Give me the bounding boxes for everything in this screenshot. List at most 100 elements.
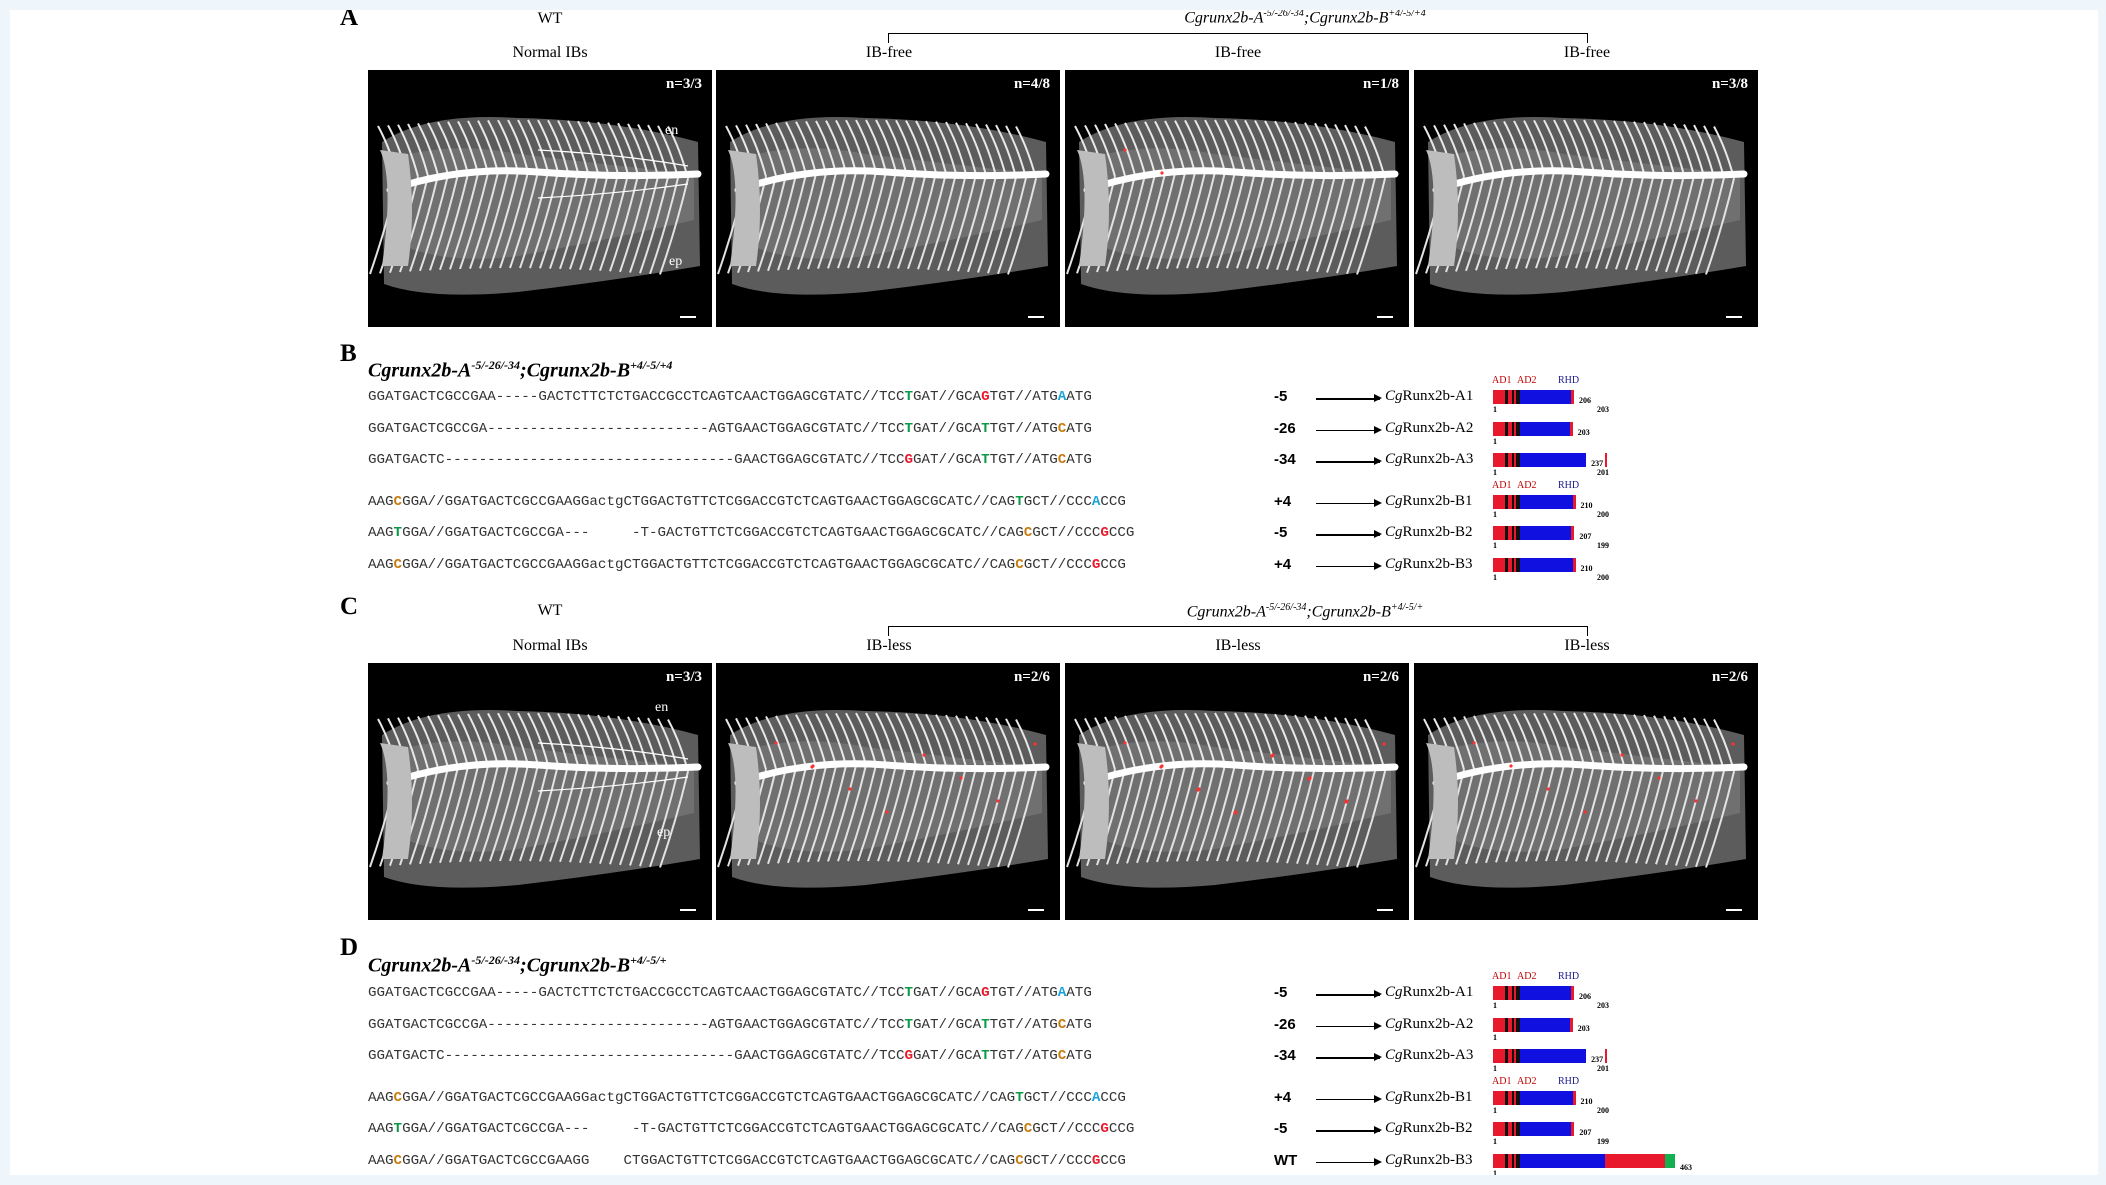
start-position: 1 xyxy=(1493,509,1497,519)
protein-length: 206 xyxy=(1578,992,1591,1001)
stop-position: 203 xyxy=(1597,1001,1609,1010)
start-position: 1 xyxy=(1493,1137,1497,1146)
protein-name: CgRunx2b-B1 xyxy=(1385,492,1473,509)
ct-image-c3: n=2/6 xyxy=(1065,663,1409,920)
arrow-icon xyxy=(1316,1095,1382,1102)
scale-bar xyxy=(1726,909,1742,911)
sequence-row: AAGCGGA//GGATGACTCGCCGAAGG CTGGACTGTTCTC… xyxy=(368,1152,1126,1169)
protein-length: 207 xyxy=(1579,532,1592,541)
count-c1: n=3/3 xyxy=(665,669,702,685)
count-c4: n=2/6 xyxy=(1711,669,1748,685)
count-a3: n=1/8 xyxy=(1362,76,1399,92)
sequence-row: GGATGACTCGCCGAA-----GACTCTTCTCTGACCGCCTC… xyxy=(368,985,1092,1001)
sequence-title-d: Cgrunx2b-A-5/-26/-34;Cgrunx2b-B+4/-5/+ xyxy=(368,953,667,977)
domain-label-rhd: RHD xyxy=(1558,479,1580,491)
start-position: 1 xyxy=(1493,1064,1497,1073)
scale-bar xyxy=(680,909,696,911)
domain-label-ad2: AD2 xyxy=(1517,375,1537,386)
column-label-c3: IB-less xyxy=(1215,637,1261,654)
indel-label: -26 xyxy=(1274,419,1296,437)
protein-name: CgRunx2b-A2 xyxy=(1385,1015,1474,1032)
start-position: 1 xyxy=(1493,468,1497,477)
indel-label: -5 xyxy=(1274,388,1288,405)
arrow-icon xyxy=(1316,991,1382,997)
start-position: 1 xyxy=(1493,1032,1497,1042)
protein-bar xyxy=(1493,1153,1675,1168)
label-ep-a: ep xyxy=(669,254,683,269)
protein-length: 210 xyxy=(1580,1096,1593,1106)
protein-length: 237 xyxy=(1591,1055,1604,1064)
sequence-row: GGATGACTCGCCGA--------------------------… xyxy=(368,1016,1092,1033)
protein-bar xyxy=(1493,1049,1607,1063)
count-c2: n=2/6 xyxy=(1013,669,1050,685)
label-ep-c: ep xyxy=(657,825,671,840)
ct-image-c2: n=2/6 xyxy=(716,663,1060,920)
arrow-icon xyxy=(1316,1022,1382,1029)
start-position: 1 xyxy=(1493,572,1497,582)
protein-bar xyxy=(1493,1017,1573,1032)
column-label-a4: IB-free xyxy=(1563,44,1611,61)
domain-label-ad1: AD1 xyxy=(1492,375,1512,386)
arrow-icon xyxy=(1316,1127,1382,1133)
stop-position: 199 xyxy=(1597,541,1609,550)
indel-label: -5 xyxy=(1274,524,1288,541)
ct-image-a3: n=1/8 xyxy=(1065,70,1409,327)
indel-label: +4 xyxy=(1274,1088,1292,1106)
start-position: 1 xyxy=(1493,1168,1497,1176)
sequence-row: AAGCGGA//GGATGACTCGCCGAAGGactgCTGGACTGTT… xyxy=(368,493,1126,510)
column-label-a1: Normal IBs xyxy=(512,44,588,61)
sequence-row: GGATGACTCGCCGAA-----GACTCTTCTCTGACCGCCTC… xyxy=(368,389,1092,405)
figure: A WT Cgrunx2b-A-5/-26/-34;Cgrunx2b-B+4/-… xyxy=(10,10,2098,1175)
protein-length: 207 xyxy=(1579,1128,1592,1137)
domain-label-rhd: RHD xyxy=(1558,375,1580,386)
stop-position: 200 xyxy=(1597,572,1609,582)
count-a1: n=3/3 xyxy=(665,76,702,92)
protein-bar xyxy=(1493,1090,1576,1105)
arrow-icon xyxy=(1316,562,1382,569)
indel-label: +4 xyxy=(1274,492,1292,510)
scale-bar xyxy=(1726,316,1742,318)
domain-label-ad1: AD1 xyxy=(1492,1075,1512,1087)
domain-label-ad2: AD2 xyxy=(1517,971,1537,982)
genotype-bracket-c xyxy=(888,626,1588,636)
indel-label: -34 xyxy=(1274,1047,1296,1064)
sequence-title-b: Cgrunx2b-A-5/-26/-34;Cgrunx2b-B+4/-5/+4 xyxy=(368,358,673,382)
start-position: 1 xyxy=(1493,541,1497,550)
column-label-a2: IB-free xyxy=(865,44,913,61)
arrow-icon xyxy=(1316,426,1382,433)
label-en-c: en xyxy=(655,700,669,715)
ct-image-a4: n=3/8 xyxy=(1414,70,1758,327)
stop-position: 203 xyxy=(1597,405,1609,414)
protein-bar xyxy=(1493,557,1576,572)
genotype-header-c: Cgrunx2b-A-5/-26/-34;Cgrunx2b-B+4/-5/+ xyxy=(1186,602,1424,621)
sequence-row: GGATGACTCGCCGA--------------------------… xyxy=(368,420,1092,437)
protein-name: CgRunx2b-A1 xyxy=(1385,388,1474,404)
sequence-row: GGATGACTC-------------------------------… xyxy=(368,1048,1092,1064)
protein-bar xyxy=(1493,526,1575,540)
start-position: 1 xyxy=(1493,1001,1497,1010)
column-label-c1: Normal IBs xyxy=(512,637,588,654)
stop-position: 201 xyxy=(1597,468,1609,477)
stop-position: 200 xyxy=(1597,509,1609,519)
arrow-icon xyxy=(1316,1158,1382,1165)
scale-bar xyxy=(1028,316,1044,318)
stop-position: 199 xyxy=(1597,1137,1609,1146)
start-position: 1 xyxy=(1493,1105,1497,1115)
arrow-icon xyxy=(1316,499,1382,506)
panel-letter-c: C xyxy=(340,593,359,620)
wt-label-c: WT xyxy=(537,602,563,619)
stop-position: 200 xyxy=(1597,1105,1609,1115)
domain-label-ad2: AD2 xyxy=(1517,479,1537,491)
panel-letter-a: A xyxy=(340,10,359,31)
protein-bar xyxy=(1493,421,1573,436)
protein-name: CgRunx2b-A3 xyxy=(1385,1047,1474,1063)
ct-image-a1: n=3/3 en ep xyxy=(368,70,712,327)
domain-label-ad2: AD2 xyxy=(1517,1075,1537,1087)
genotype-bracket-a xyxy=(888,33,1588,43)
scale-bar xyxy=(680,316,696,318)
column-label-c4: IB-less xyxy=(1564,637,1610,654)
protein-name: CgRunx2b-B2 xyxy=(1385,524,1473,540)
protein-bar xyxy=(1493,390,1574,404)
indel-label: WT xyxy=(1274,1151,1298,1169)
indel-label: -34 xyxy=(1274,451,1296,468)
